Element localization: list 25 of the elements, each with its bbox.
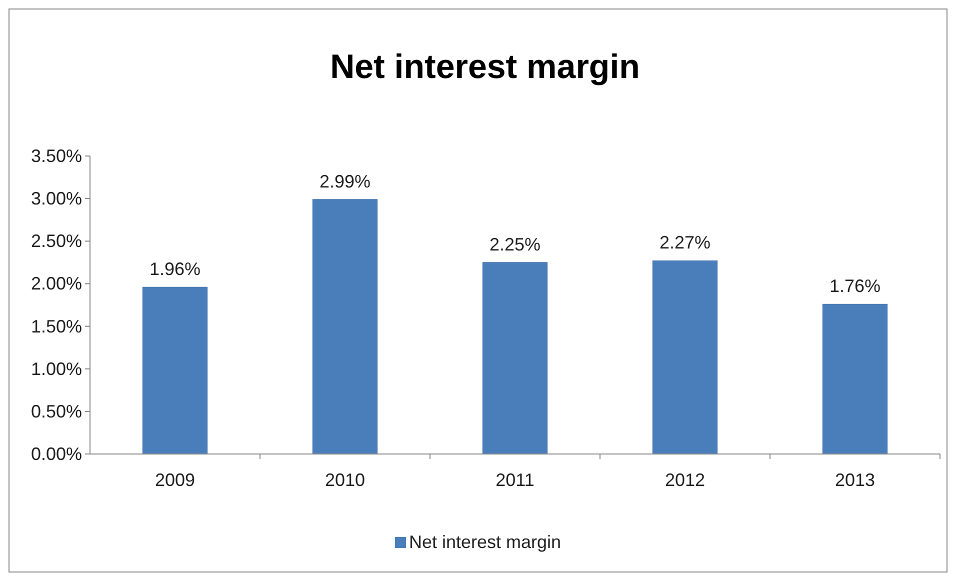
y-tick-label: 1.00% xyxy=(30,358,82,379)
bar xyxy=(822,304,888,454)
x-tick-label: 2012 xyxy=(664,470,706,490)
x-tick-label: 2010 xyxy=(324,470,366,490)
x-tick-label: 2011 xyxy=(496,470,534,490)
y-tick-label: 0.50% xyxy=(30,401,82,422)
x-tick-label: 2009 xyxy=(154,470,196,490)
x-tick-label: 2013 xyxy=(834,470,876,490)
y-tick-label: 3.50% xyxy=(30,146,82,166)
chart-title: Net interest margin xyxy=(330,48,640,86)
y-tick-label: 0.00% xyxy=(30,444,82,464)
bar xyxy=(482,262,548,454)
data-label: 1.96% xyxy=(149,259,201,280)
data-label: 1.76% xyxy=(829,276,881,296)
data-label: 2.99% xyxy=(319,171,371,192)
y-tick-label: 2.00% xyxy=(30,274,82,294)
data-label: 2.25% xyxy=(489,234,541,254)
data-label: 2.27% xyxy=(659,232,711,253)
y-tick-label: 3.00% xyxy=(30,188,82,209)
legend-label: Net interest margin xyxy=(409,532,562,552)
y-tick-label: 2.50% xyxy=(30,231,82,252)
bar xyxy=(142,286,208,454)
bar xyxy=(312,199,378,454)
y-tick-label: 1.50% xyxy=(30,316,82,336)
bar xyxy=(652,260,718,454)
